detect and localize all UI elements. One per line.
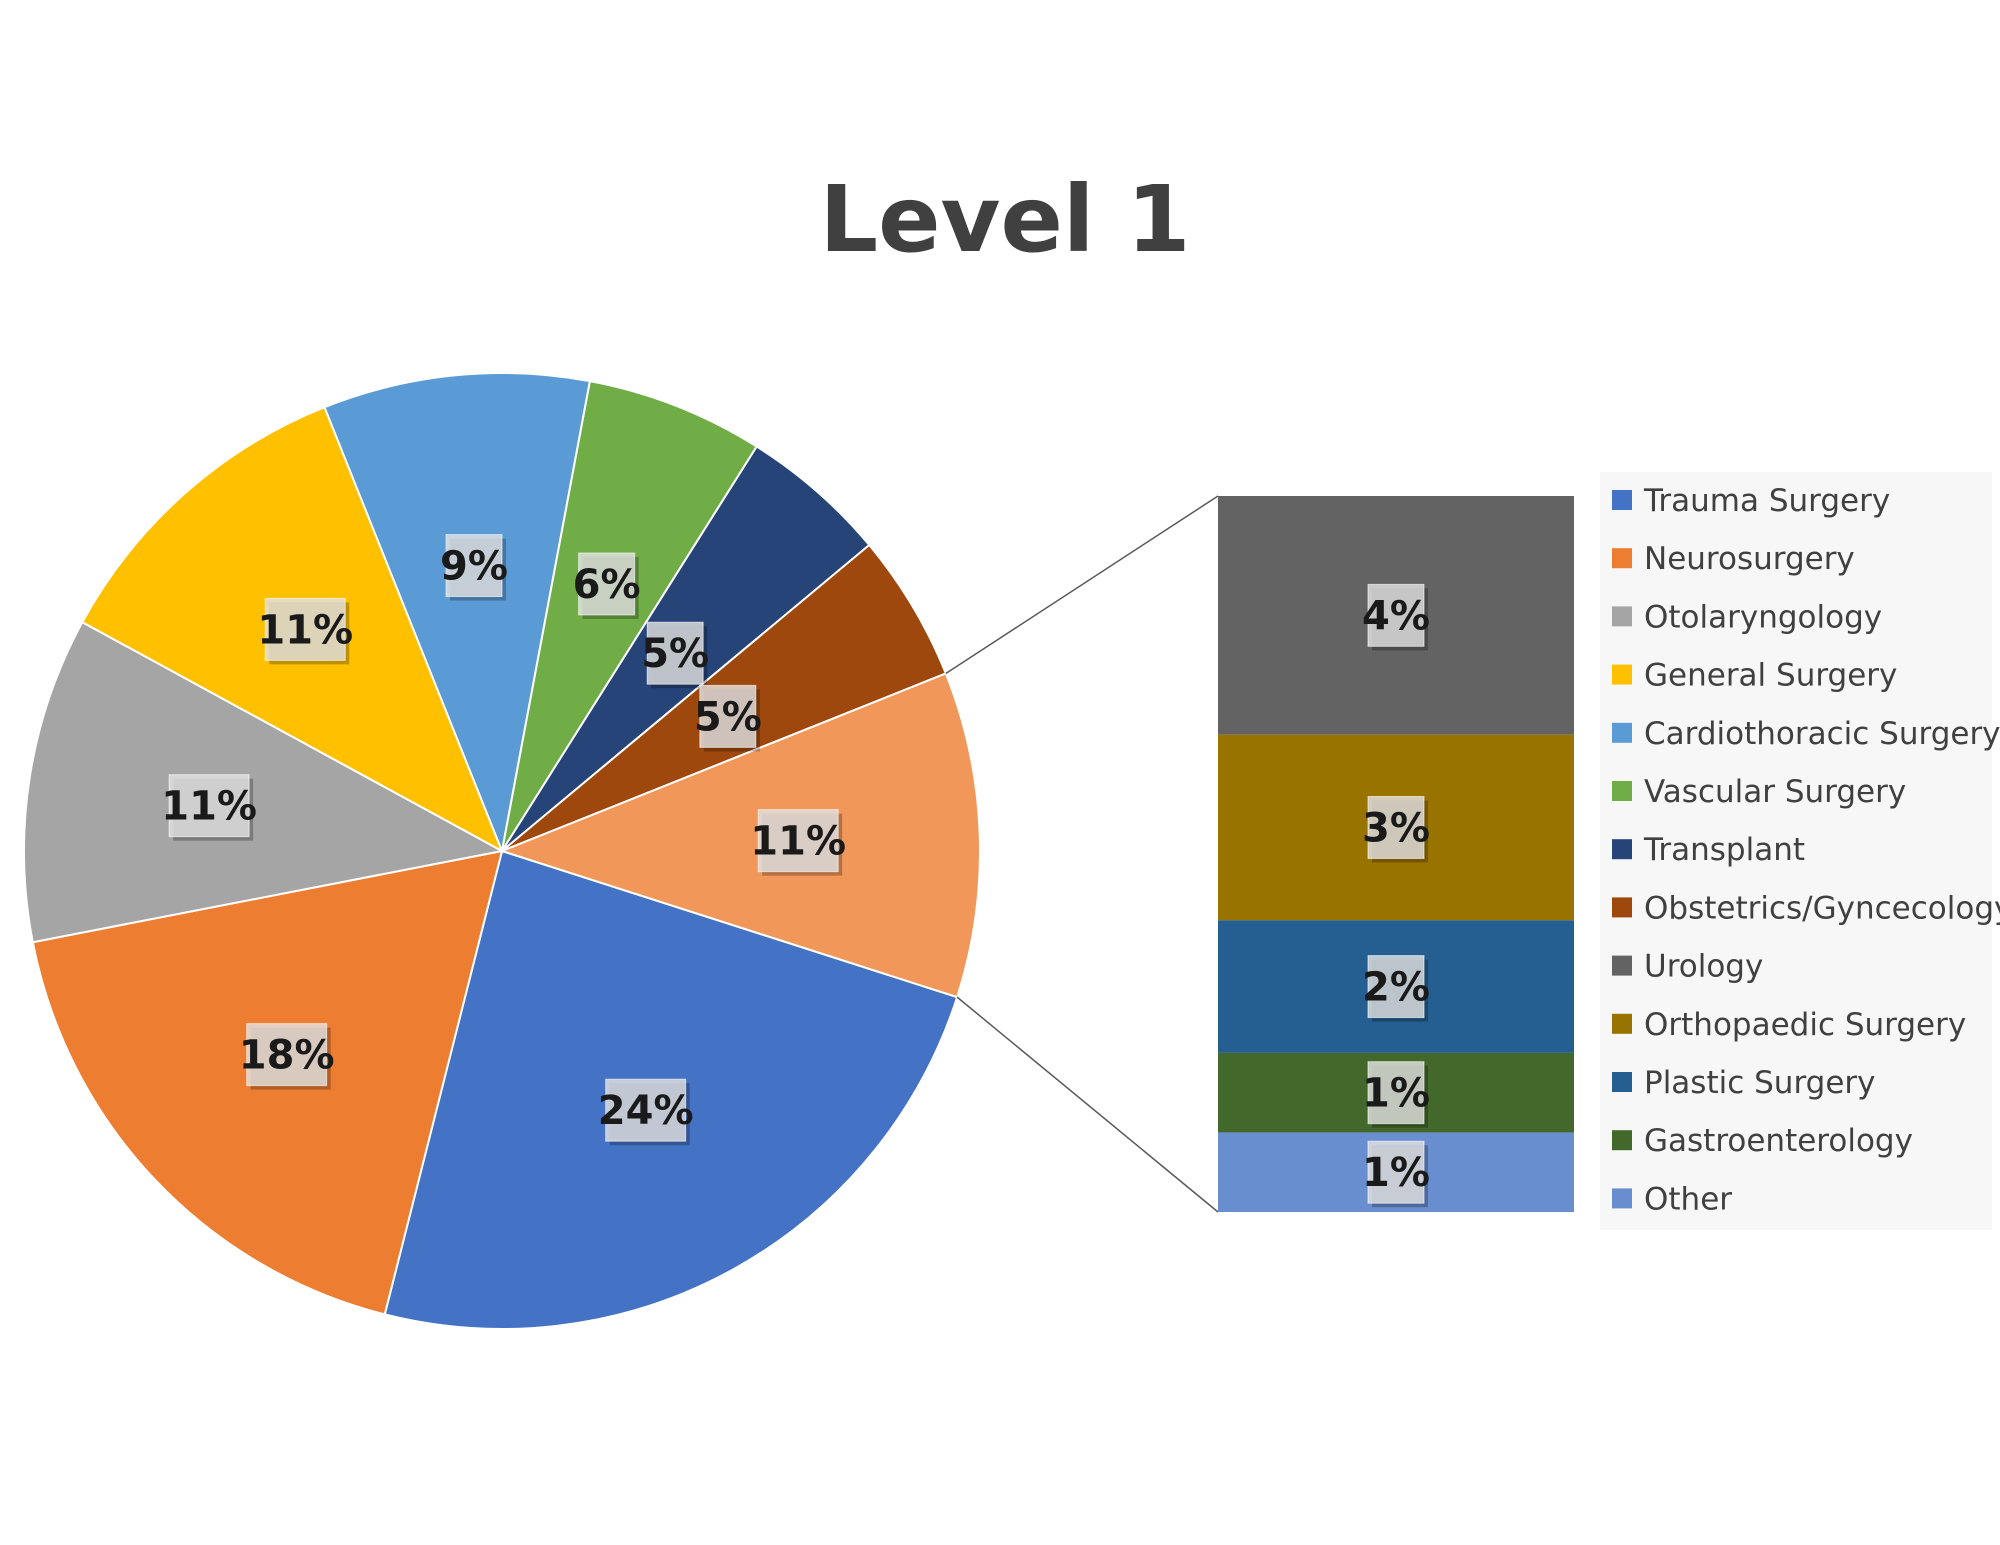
pie-slice-vascular-surgery: [501, 379, 759, 852]
data-label-otolaryngology-text: 11%: [161, 784, 257, 830]
data-label-otolaryngology: 11%: [161, 774, 257, 841]
data-label-plastic-surgery: 2%: [1362, 955, 1430, 1022]
legend-label: General Surgery: [1644, 658, 1897, 694]
legend-item-plastic-surgery: Plastic Surgery: [1612, 1065, 1876, 1101]
data-label-obstetrics-gyncecology: 5%: [694, 684, 762, 752]
data-label-general-surgery-box: [264, 597, 346, 661]
data-label-transplant-text: 5%: [641, 631, 709, 677]
legend-swatch: [1612, 1130, 1632, 1151]
legend: Trauma Surgery Neurosurgery Otolaryngology…: [1600, 472, 2000, 1230]
data-label-other-group-text: 11%: [750, 819, 846, 865]
data-label-neurosurgery-box: [246, 1023, 328, 1087]
data-label-transplant-box: [646, 621, 704, 685]
data-label-general-surgery: 11%: [257, 597, 353, 665]
legend-item-vascular-surgery: Vascular Surgery: [1612, 774, 1906, 810]
legend-swatch: [1612, 490, 1632, 510]
data-label-other: 1%: [1362, 1140, 1430, 1208]
connector-line-top: [945, 495, 1219, 675]
pie-slice-otolaryngology: [23, 620, 505, 944]
legend-swatch: [1612, 606, 1632, 627]
connector-lines: [945, 495, 1219, 1213]
data-label-otolaryngology-box: [168, 774, 250, 838]
data-label-gastroenterology-text: 1%: [1362, 1071, 1430, 1117]
legend-swatch: [1612, 1072, 1632, 1092]
legend-label: Vascular Surgery: [1644, 774, 1906, 810]
legend-item-urology: Urology: [1612, 949, 1763, 985]
data-label-orthopaedic-surgery-text: 3%: [1362, 805, 1430, 851]
data-label-obstetrics-gyncecology-box: [699, 684, 757, 748]
legend-item-gastroenterology: Gastroenterology: [1612, 1123, 1913, 1159]
data-label-cardiothoracic-surgery-text: 9%: [440, 544, 508, 590]
legend-swatch: [1612, 897, 1632, 918]
data-label-trauma-surgery-text: 24%: [598, 1088, 694, 1134]
data-label-plastic-surgery-text: 2%: [1362, 965, 1430, 1011]
data-label-orthopaedic-surgery: 3%: [1362, 795, 1430, 863]
legend-item-orthopaedic-surgery: Orthopaedic Surgery: [1612, 1007, 1966, 1043]
legend-item-neurosurgery: Neurosurgery: [1612, 541, 1855, 577]
legend-label: Urology: [1644, 949, 1763, 985]
data-label-other-box: [1367, 1140, 1425, 1204]
legend-item-cardiothoracic-surgery: Cardiothoracic Surgery: [1612, 716, 2000, 752]
legend-item-obstetrics-gyncecology: Obstetrics/Gyncecology: [1612, 890, 2000, 926]
connector-line-bottom: [956, 996, 1219, 1213]
legend-swatch: [1612, 548, 1632, 569]
legend-swatch: [1612, 722, 1632, 743]
pie-slice-other-group: [499, 672, 981, 999]
data-label-gastroenterology: 1%: [1362, 1061, 1430, 1128]
legend-swatch: [1612, 1013, 1632, 1034]
legend-swatch: [1612, 839, 1632, 860]
data-labels: 24%18%11%11%9% 6%5%5%11%4%3%2%1%1%: [161, 534, 1430, 1208]
legend-label: Trauma Surgery: [1643, 483, 1890, 519]
data-label-cardiothoracic-surgery: 9%: [440, 534, 508, 601]
legend-background: [1600, 472, 1992, 1230]
legend-label: Other: [1644, 1181, 1732, 1217]
data-label-trauma-surgery-box: [605, 1078, 687, 1142]
data-label-trauma-surgery: 24%: [598, 1078, 694, 1146]
data-label-transplant: 5%: [641, 621, 709, 689]
data-label-cardiothoracic-surgery-box: [445, 534, 503, 598]
legend-label: Plastic Surgery: [1644, 1065, 1876, 1101]
data-label-neurosurgery: 18%: [239, 1023, 335, 1090]
legend-label: Transplant: [1643, 832, 1805, 868]
data-label-vascular-surgery: 6%: [573, 552, 641, 619]
legend-item-other: Other: [1612, 1181, 1732, 1217]
legend-item-transplant: Transplant: [1612, 832, 1805, 868]
legend-label: Orthopaedic Surgery: [1644, 1007, 1966, 1043]
data-label-plastic-surgery-box: [1367, 955, 1425, 1019]
data-label-obstetrics-gyncecology-text: 5%: [694, 694, 762, 740]
legend-label: Cardiothoracic Surgery: [1644, 716, 2000, 752]
legend-label: Neurosurgery: [1644, 541, 1855, 577]
legend-item-trauma-surgery: Trauma Surgery: [1612, 483, 1890, 519]
data-label-general-surgery-text: 11%: [257, 607, 353, 653]
data-label-urology-text: 4%: [1362, 593, 1430, 639]
data-label-gastroenterology-box: [1367, 1061, 1425, 1125]
legend-label: Obstetrics/Gyncecology: [1644, 890, 2000, 926]
data-label-neurosurgery-text: 18%: [239, 1033, 335, 1079]
legend-swatch: [1612, 664, 1632, 685]
data-label-other-group: 11%: [750, 809, 846, 876]
data-label-urology: 4%: [1362, 583, 1430, 651]
legend-label: Otolaryngology: [1644, 599, 1882, 635]
legend-label: Gastroenterology: [1644, 1123, 1913, 1159]
data-label-urology-box: [1367, 583, 1425, 647]
data-label-other-text: 1%: [1362, 1150, 1430, 1196]
data-label-vascular-surgery-text: 6%: [573, 562, 641, 608]
data-label-other-group-box: [757, 809, 839, 873]
legend-swatch: [1612, 955, 1632, 976]
legend-item-otolaryngology: Otolaryngology: [1612, 599, 1882, 635]
legend-item-general-surgery: General Surgery: [1612, 658, 1897, 694]
chart-title: Level 1: [820, 166, 1191, 273]
data-label-orthopaedic-surgery-box: [1367, 795, 1425, 859]
data-label-vascular-surgery-box: [578, 552, 636, 616]
legend-swatch: [1612, 781, 1632, 801]
legend-swatch: [1612, 1188, 1632, 1209]
